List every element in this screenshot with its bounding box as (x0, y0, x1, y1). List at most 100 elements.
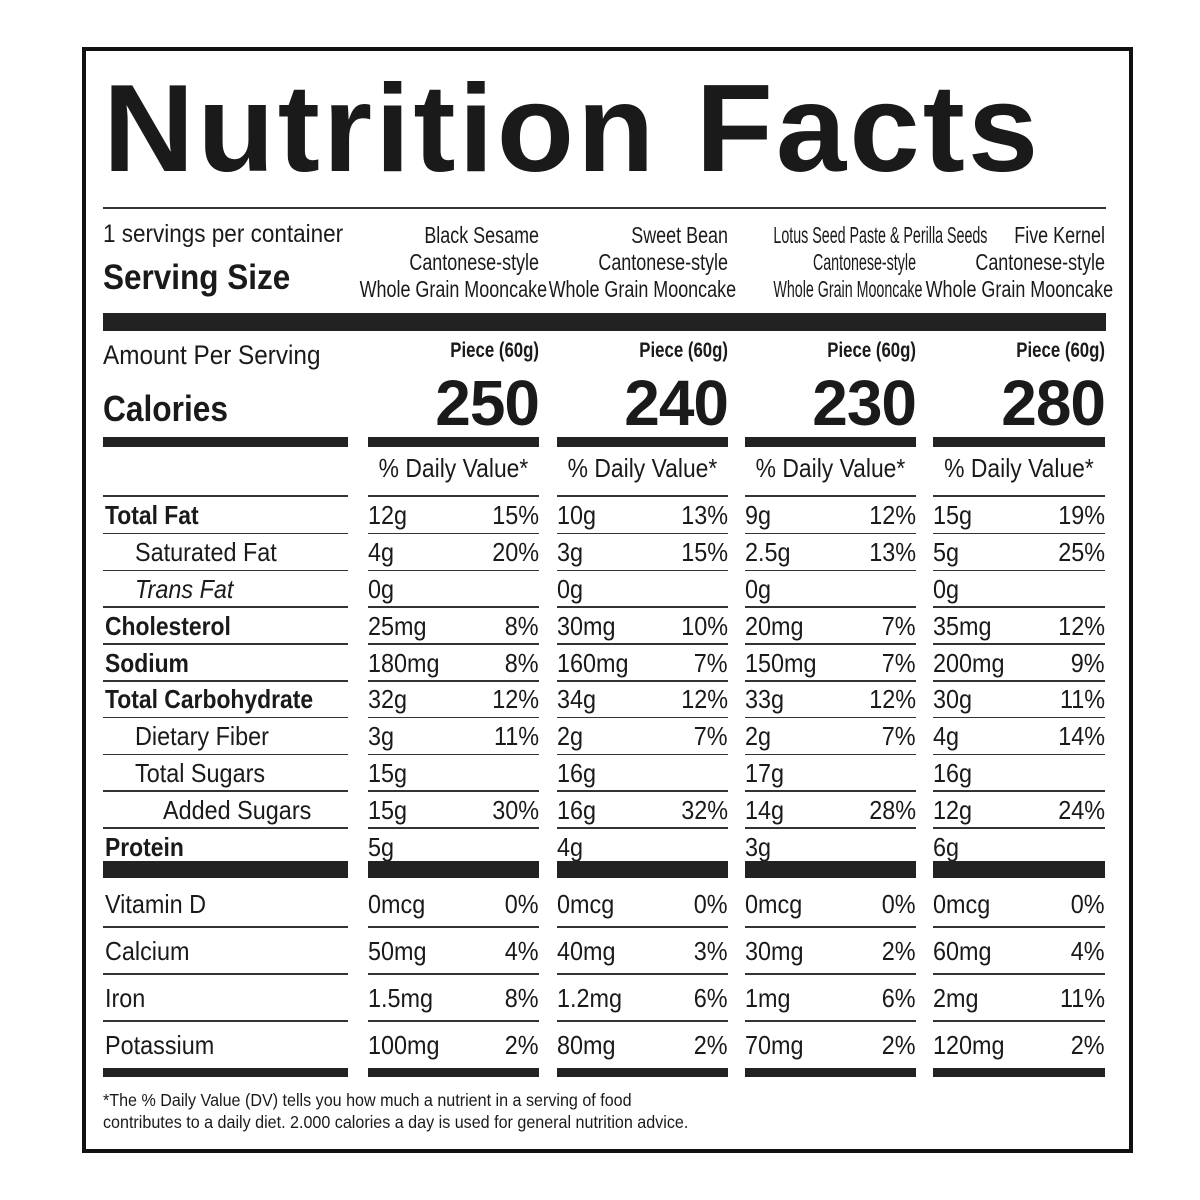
nutrient-amount: 34g (557, 681, 600, 717)
daily-value-percent: 4% (1015, 933, 1105, 969)
daily-value-percent-text: 2% (882, 935, 916, 966)
divider (557, 926, 728, 928)
nutrient-label: Saturated Fat (135, 534, 293, 570)
daily-value-percent-text: 13% (869, 537, 916, 568)
nutrient-amount-text: 35mg (933, 610, 992, 641)
daily-value-percent-text: 11% (493, 721, 539, 752)
daily-value-percent: 0% (449, 886, 539, 922)
daily-value-header: % Daily Value* (378, 453, 529, 483)
nutrient-amount: 1mg (745, 980, 796, 1016)
nutrient-label: Sodium (105, 645, 200, 681)
daily-value-percent-text: 7% (694, 647, 728, 678)
nutrient-label: Trans Fat (135, 571, 244, 607)
nutrient-amount-text: 0mcg (745, 888, 803, 919)
nutrient-amount-text: 9g (745, 500, 772, 531)
divider (368, 606, 539, 608)
divider (368, 926, 539, 928)
nutrient-amount: 33g (745, 681, 788, 717)
divider (557, 1020, 728, 1022)
nutrient-amount: 0mcg (557, 886, 621, 922)
nutrient-amount-text: 6g (933, 831, 960, 862)
nutrient-amount-text: 2g (557, 721, 584, 752)
nutrient-amount-text: 0g (933, 574, 960, 604)
daily-value-percent: 13% (638, 497, 728, 533)
divider (745, 1020, 916, 1022)
divider (933, 1020, 1105, 1022)
nutrient-amount: 1.2mg (557, 980, 629, 1016)
product-name-line: Whole Grain Mooncake (773, 276, 923, 302)
daily-value-percent: 12% (826, 497, 916, 533)
daily-value-percent (1015, 571, 1105, 607)
daily-value-percent: 6% (826, 980, 916, 1016)
nutrient-amount: 180mg (368, 645, 448, 681)
nutrient-label-text: Vitamin D (105, 888, 207, 919)
nutrient-amount-text: 15g (933, 500, 973, 531)
nutrient-amount: 30mg (557, 608, 622, 644)
daily-value-percent (1015, 829, 1105, 865)
daily-value-percent-text: 7% (882, 647, 916, 678)
divider (368, 680, 539, 682)
daily-value-percent: 12% (826, 681, 916, 717)
daily-value-percent-text: 12% (681, 684, 728, 715)
calories-label: Calories (103, 388, 229, 429)
nutrient-amount: 0g (368, 571, 397, 607)
nutrient-amount: 6g (933, 829, 962, 865)
divider (368, 790, 539, 792)
nutrient-amount-text: 14g (745, 794, 785, 825)
nutrient-amount: 17g (745, 755, 788, 791)
nutrient-amount-text: 15g (368, 758, 408, 788)
daily-value-percent (449, 755, 539, 791)
nutrient-amount: 3g (368, 718, 397, 754)
nutrient-amount-text: 30g (933, 684, 973, 715)
nutrient-label: Total Sugars (135, 755, 280, 791)
divider (557, 716, 728, 719)
divider (933, 790, 1105, 792)
daily-value-percent-text: 0% (694, 888, 728, 919)
product-name-line: Cantonese-style (975, 249, 1105, 275)
nutrient-amount: 16g (557, 755, 600, 791)
nutrient-amount-text: 16g (557, 794, 597, 825)
divider (745, 532, 916, 535)
nutrient-label-text: Total Carbohydrate (105, 684, 314, 715)
daily-value-percent-text: 8% (505, 982, 539, 1013)
daily-value-header: % Daily Value* (567, 453, 718, 483)
nutrient-amount: 15g (368, 755, 411, 791)
daily-value-percent-text: 2% (882, 1029, 916, 1060)
nutrient-amount-text: 2mg (933, 982, 979, 1013)
nutrient-amount-text: 0g (745, 574, 772, 604)
serving-unit: Piece (60g) (450, 339, 539, 362)
divider (103, 973, 348, 975)
calories-value: 230 (812, 367, 917, 439)
nutrient-label: Iron (105, 980, 150, 1016)
nutrient-amount: 0g (933, 571, 962, 607)
daily-value-percent (1015, 755, 1105, 791)
daily-value-percent: 24% (1015, 792, 1105, 828)
serving-size-label: Serving Size (103, 258, 291, 297)
daily-value-percent-text: 19% (1058, 500, 1105, 531)
daily-value-percent-text: 2% (694, 1029, 728, 1060)
divider (933, 495, 1105, 497)
nutrient-amount-text: 34g (557, 684, 597, 715)
product-name-line: Lotus Seed Paste & Perilla Seeds (773, 222, 988, 248)
daily-value-percent: 9% (1015, 645, 1105, 681)
nutrient-amount-text: 16g (933, 758, 973, 788)
medium-divider (368, 1068, 539, 1077)
medium-divider (745, 437, 916, 447)
nutrient-amount-text: 120mg (933, 1029, 1005, 1060)
footnote: *The % Daily Value (DV) tells you how mu… (103, 1089, 688, 1133)
medium-divider (103, 1068, 348, 1077)
nutrient-amount: 120mg (933, 1027, 1013, 1063)
nutrient-label-text: Sodium (105, 647, 189, 678)
product-name-line: Sweet Bean (631, 222, 728, 248)
nutrient-amount: 35mg (933, 608, 998, 644)
divider (557, 973, 728, 975)
nutrient-amount: 40mg (557, 933, 622, 969)
divider (745, 606, 916, 608)
divider (103, 1020, 348, 1022)
daily-value-percent-text: 7% (882, 610, 916, 641)
nutrient-amount-text: 1.2mg (557, 982, 623, 1013)
divider (933, 532, 1105, 535)
divider (745, 973, 916, 975)
daily-value-percent: 30% (449, 792, 539, 828)
